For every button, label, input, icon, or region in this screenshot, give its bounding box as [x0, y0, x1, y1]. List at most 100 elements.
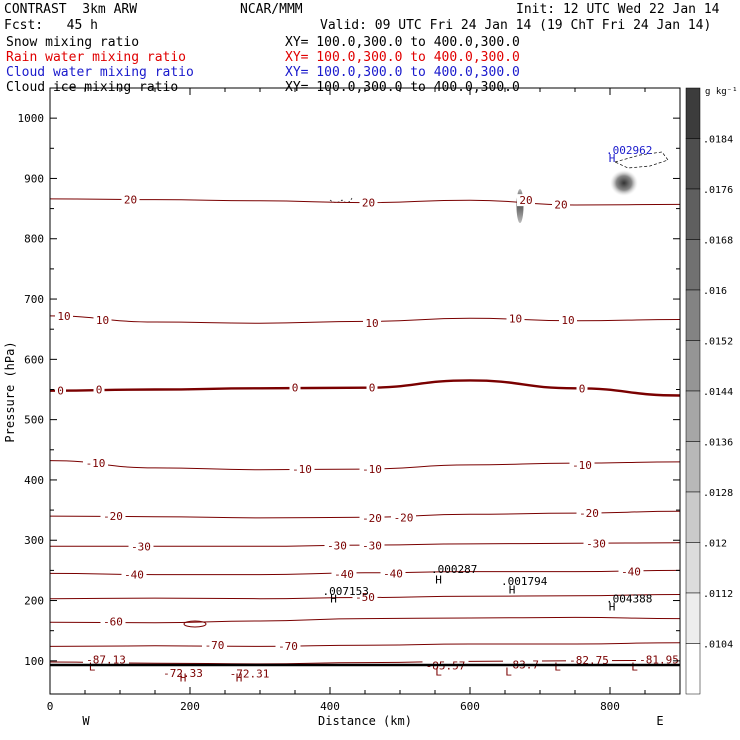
temperature-contour--40: [50, 569, 680, 576]
contour-label-background: [517, 194, 535, 207]
contour-label: -10: [572, 459, 592, 472]
low-level-closed-contour: [183, 620, 207, 628]
contour-label-background: [569, 458, 595, 471]
org-label: NCAR/MMM: [240, 2, 303, 17]
contour-label-background: [576, 507, 602, 520]
contour-label-background: [289, 463, 315, 476]
contour-label: 0: [579, 382, 586, 395]
colorbar-label: .0152: [703, 337, 733, 348]
colorbar-label: .012: [703, 539, 727, 550]
low-marker: L: [505, 666, 512, 679]
temperature-contour-labels: -87.13-72.33-72.31-85.57-83.7-82.75-81.9…: [55, 193, 682, 680]
contour-label: -40: [124, 569, 144, 582]
valid-time: Valid: 09 UTC Fri 24 Jan 14 (19 ChT Fri …: [320, 18, 712, 33]
contour-label: 10: [561, 314, 574, 327]
contour-label-background: [636, 653, 682, 666]
maximum-value-label: .004388: [606, 593, 652, 606]
contour-label: 0: [369, 382, 376, 395]
contour-label: -30: [327, 540, 347, 553]
contour-label-background: [55, 309, 73, 322]
contour-label-background: [552, 198, 570, 211]
field-xy-rain: XY= 100.0,300.0 to 400.0,300.0: [285, 50, 520, 65]
colorbar-swatch: [685, 289, 701, 341]
maximum-value-label: .000287: [431, 563, 477, 576]
low-marker: L: [554, 660, 561, 673]
contour-label-background: [275, 639, 301, 652]
y-axis-label: Pressure (hPa): [3, 341, 17, 442]
contour-label-background: [83, 653, 129, 666]
contour-label: -70: [278, 640, 298, 653]
contour-label-background: [324, 539, 350, 552]
contour-label-background: [363, 317, 381, 330]
contour-label: 10: [96, 314, 109, 327]
colorbar-label: .0168: [703, 236, 733, 247]
colorbar-swatch: [685, 542, 701, 594]
contour-label: 20: [362, 197, 375, 210]
contour-label-background: [83, 457, 108, 470]
contour-label: 10: [365, 317, 378, 330]
low-marker: L: [89, 660, 96, 673]
y-tick-label: 600: [24, 353, 44, 366]
contour-label-background: [121, 193, 140, 206]
contour-label-background: [359, 511, 385, 524]
contour-label: 10: [57, 310, 70, 323]
colorbar: .0184 .0176 .0168 .016 .0152 .0144 .0136 .0128.…: [685, 87, 733, 695]
contour-label-background: [93, 383, 105, 396]
contour-label: -72.33: [163, 667, 203, 680]
colorbar-swatch: [685, 643, 701, 695]
colorbar-swatch: [685, 390, 701, 442]
contour-label-background: [202, 639, 227, 652]
contour-label: -20: [103, 510, 123, 523]
colorbar-label: .0136: [703, 438, 733, 449]
contour-label-background: [559, 314, 577, 327]
contour-label-background: [121, 568, 147, 581]
contour-label: -30: [362, 540, 382, 553]
model-title: CONTRAST 3km ARW: [4, 2, 138, 17]
high-marker: H: [236, 672, 243, 685]
high-marker: H: [609, 601, 616, 614]
colorbar-swatch: [685, 441, 701, 493]
colorbar-swatch: [685, 87, 701, 139]
contour-label: -40: [621, 566, 641, 579]
contour-label-background: [55, 384, 66, 397]
y-tick-label: 400: [24, 474, 44, 487]
contour-label-background: [566, 654, 612, 667]
east-end-label: E: [656, 714, 663, 728]
high-marker: H: [330, 593, 337, 606]
contour-label: -60: [103, 616, 123, 629]
low-marker: L: [631, 660, 638, 673]
contour-label-background: [93, 314, 112, 327]
high-marker: H: [609, 152, 616, 165]
colorbar-label: .0184: [703, 135, 733, 146]
y-tick-label: 500: [24, 414, 44, 427]
cloud-ice-outline: [613, 151, 669, 169]
colorbar-label: .0176: [703, 185, 733, 196]
colorbar-swatch: [685, 592, 701, 644]
contour-label: -40: [334, 568, 354, 581]
contour-label-background: [618, 565, 644, 578]
contour-label-background: [576, 382, 588, 395]
temperature-contour-0: [50, 379, 680, 397]
forecast-hour: Fcst: 45 h: [4, 18, 98, 33]
colorbar-label: .0112: [703, 589, 733, 600]
y-tick-label: 100: [24, 655, 44, 668]
contour-label-background: [359, 463, 385, 476]
contour-label: -81.95: [639, 654, 679, 667]
colorbar-swatch: [685, 138, 701, 190]
field-xy-cloud-water: XY= 100.0,300.0 to 400.0,300.0: [285, 65, 520, 80]
colorbar-label: .0104: [703, 640, 733, 651]
contour-label: 10: [509, 312, 522, 325]
field-label-rain: Rain water mixing ratio: [6, 50, 187, 65]
colorbar-label: .0128: [703, 488, 733, 499]
y-tick-label: 200: [24, 595, 44, 608]
maximum-value-label: .007153: [323, 585, 369, 598]
y-tick-label: 300: [24, 534, 44, 547]
contour-label-background: [366, 381, 378, 394]
contour-label: -72.31: [230, 667, 270, 680]
high-marker: H: [435, 573, 442, 586]
y-tick-label: 1000: [18, 112, 45, 125]
colorbar-swatch: [685, 188, 701, 240]
contour-label: -30: [131, 540, 151, 553]
contour-label-background: [331, 568, 357, 581]
